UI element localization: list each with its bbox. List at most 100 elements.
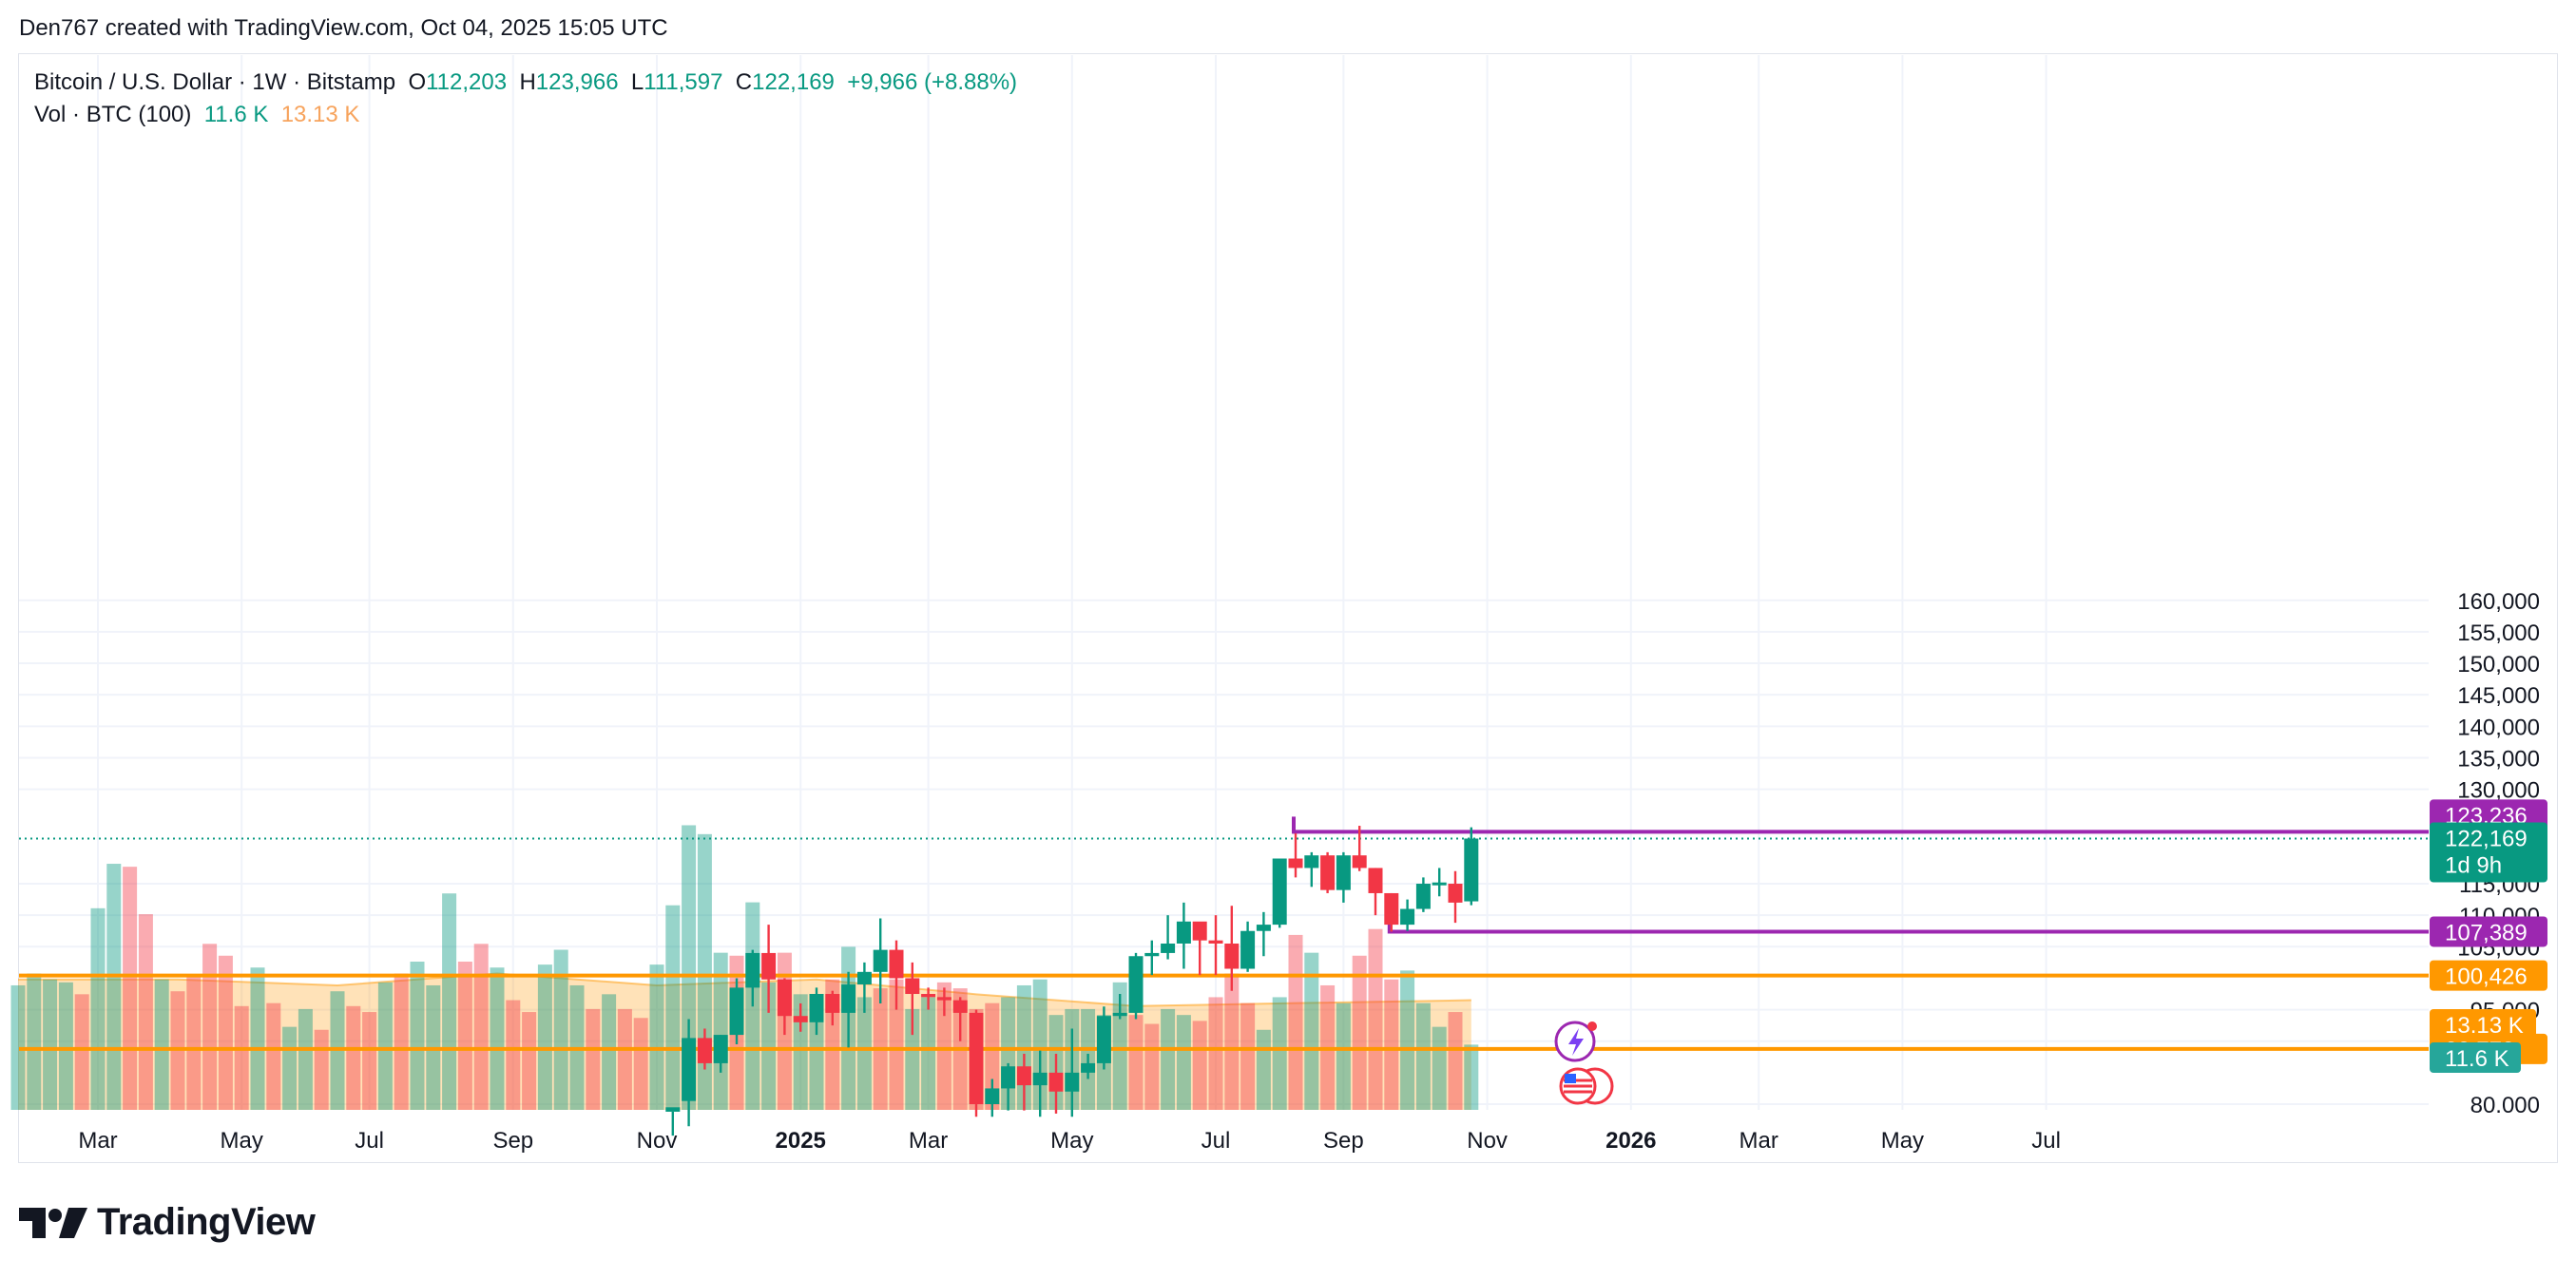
volume-badge-label: 11.6 K [2445,1046,2509,1072]
legend-symbol[interactable]: Bitcoin / U.S. Dollar · 1W · Bitstamp [34,69,396,95]
price-tick-label: 150,000 [2457,652,2540,678]
volume-bar [921,997,936,1110]
volume-bar [282,1026,298,1110]
volume-bar [1352,955,1367,1110]
time-tick-label: Jul [355,1128,384,1154]
time-tick-label: Nov [1467,1128,1508,1154]
candle-body [1001,1066,1016,1089]
price-tick-label: 80.000 [2470,1093,2540,1118]
tradingview-logo[interactable]: TradingView [19,1201,316,1244]
legend-volume-label[interactable]: Vol · BTC (100) [34,102,192,127]
candle-body [1400,908,1415,926]
volume-bar [202,944,218,1110]
candle-body [1048,1072,1064,1092]
candle-body [921,994,936,998]
last-price-badge-label: 122,169 [2445,827,2528,852]
volume-bar [586,1008,601,1110]
candle-body [1016,1066,1031,1086]
time-tick-label: Mar [78,1128,117,1154]
legend-change: +9,966 (+8.88%) [847,69,1018,95]
candle-body [1464,838,1479,902]
candle-body [1161,943,1176,953]
candle-body [1208,940,1223,944]
candle-body [682,1038,697,1101]
volume-bar [266,1002,281,1110]
price-tick-label: 155,000 [2457,620,2540,646]
volume-bar [43,979,58,1110]
candle-body [745,952,760,988]
volume-bar [1432,1026,1447,1110]
volume-bar [809,1000,824,1110]
volume-bar [106,864,122,1110]
time-tick-label: May [1050,1128,1093,1154]
volume-bar [250,967,265,1110]
time-tick-label: Jul [1201,1128,1231,1154]
volume-bar [905,1008,920,1110]
volume-bar [1144,1023,1160,1110]
candle-body [1256,925,1271,931]
candle-body [1096,1016,1111,1063]
candle-body [761,952,777,980]
volume-bar [1368,928,1383,1110]
volume-bar [1400,970,1415,1110]
volume-bar [1208,997,1223,1110]
candle-body [1320,855,1336,890]
volume-bar [1176,1015,1191,1110]
volume-bar [490,967,505,1110]
candle-body [1081,1062,1096,1073]
volume-bar [377,982,393,1110]
last-price-badge-label: 1d 9h [2445,853,2502,879]
legend-row-volume: Vol · BTC (100) 11.6 K 13.13 K [34,99,1017,131]
candle-body [1224,943,1240,969]
candle-body [1448,884,1463,903]
candle-body [889,949,904,979]
volume-bar [1448,1012,1463,1110]
candle-body [905,978,920,995]
candles [665,826,1479,1136]
volume-bar [58,982,73,1110]
volume-bar [27,973,42,1110]
candle-body [1352,855,1367,869]
volume-bar [138,914,153,1110]
volume-bar [346,1005,361,1110]
volume-ma-area [18,973,1471,1110]
volume-bar [473,944,489,1110]
tradingview-logo-icon [19,1207,87,1238]
volume-bar [394,973,409,1110]
volume-bar [1304,952,1319,1110]
chart-credit: Den767 created with TradingView.com, Oct… [19,15,668,41]
chart-legend: Bitcoin / U.S. Dollar · 1W · Bitstamp O1… [34,67,1017,131]
flag-canton-icon [1565,1074,1576,1083]
legend-low-label: L [630,69,644,95]
volume-bar [936,982,952,1110]
time-tick-label: 2026 [1605,1128,1656,1154]
volume-bar [1128,1015,1144,1110]
volume-bar [553,949,568,1110]
candle-body [729,987,744,1036]
candle-body [1065,1072,1080,1092]
volume-bar [1415,1002,1431,1110]
volume-bar [1224,973,1240,1110]
volume-bar [1161,1008,1176,1110]
volume-bar [1288,934,1303,1110]
candle-body [1432,882,1447,886]
candle-body [1112,1012,1127,1017]
volume-bar [856,997,872,1110]
candle-body [1304,855,1319,869]
notification-dot-icon [1587,1021,1597,1031]
candle-body [1176,921,1191,944]
volume-bar [10,984,26,1110]
level-badge-107389-label: 107,389 [2445,920,2528,945]
candle-body [1336,855,1351,890]
volume-bar [154,979,169,1110]
legend-high-label: H [519,69,536,95]
time-tick-label: Jul [2031,1128,2061,1154]
volume-bars [10,825,1479,1110]
volume-bar [1464,1044,1479,1110]
volume-bar [218,955,233,1110]
volume-bar [985,1002,1000,1110]
level-badge-100426-label: 100,426 [2445,964,2528,990]
volume-bar [761,982,777,1110]
